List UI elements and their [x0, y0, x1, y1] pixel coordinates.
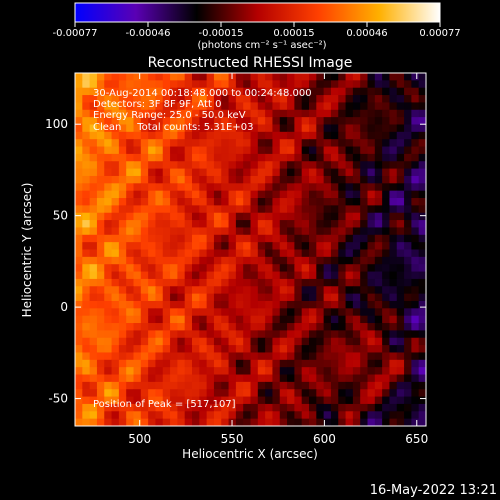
info-energy-range: Energy Range: 25.0 - 50.0 keV — [93, 110, 246, 121]
chart-title: Reconstructed RHESSI Image — [148, 55, 353, 71]
colorbar-tick-label: 0.00015 — [273, 28, 314, 39]
y-tick-label: -50 — [48, 392, 68, 406]
x-axis: 500 550 600 650 — [128, 73, 428, 446]
y-tick-label: 50 — [53, 209, 68, 223]
colorbar-tick-label: 0.00077 — [419, 28, 460, 39]
y-tick-label: 0 — [60, 300, 68, 314]
colorbar-tick-label: -0.00015 — [199, 28, 244, 39]
info-clean-counts: Clean Total counts: 5.31E+03 — [93, 122, 253, 133]
colorbar: -0.00077 -0.00046 -0.00015 0.00015 0.00046 0.… — [53, 2, 461, 51]
info-time-range: 30-Aug-2014 00:18:48.000 to 00:24:48.000 — [93, 88, 312, 99]
colorbar-tick-label: -0.00077 — [53, 28, 98, 39]
x-tick-label: 550 — [221, 432, 244, 446]
x-tick-label: 500 — [128, 432, 151, 446]
colorbar-tick-label: -0.00046 — [126, 28, 171, 39]
x-tick-label: 600 — [313, 432, 336, 446]
info-block: 30-Aug-2014 00:18:48.000 to 00:24:48.000… — [93, 88, 312, 410]
footer-date: 16-May-2022 13:21 — [370, 483, 497, 498]
info-detectors: Detectors: 3F 8F 9F, Att 0 — [93, 99, 221, 110]
peak-position: Position of Peak = [517,107] — [93, 399, 236, 410]
x-tick-label: 650 — [405, 432, 428, 446]
y-axis-label: Heliocentric Y (arcsec) — [20, 183, 34, 318]
y-tick-label: 100 — [45, 117, 68, 131]
colorbar-tick-label: 0.00046 — [346, 28, 387, 39]
colorbar-ticks: -0.00077 -0.00046 -0.00015 0.00015 0.00046 0.… — [53, 22, 461, 39]
colorbar-unit-label: (photons cm⁻² s⁻¹ asec⁻²) — [197, 40, 326, 51]
heatmap-image — [75, 73, 426, 426]
colorbar-gradient — [74, 2, 441, 23]
x-axis-label: Heliocentric X (arcsec) — [182, 447, 318, 461]
y-axis: -50 0 50 100 — [45, 117, 426, 406]
plot-frame — [74, 72, 427, 427]
